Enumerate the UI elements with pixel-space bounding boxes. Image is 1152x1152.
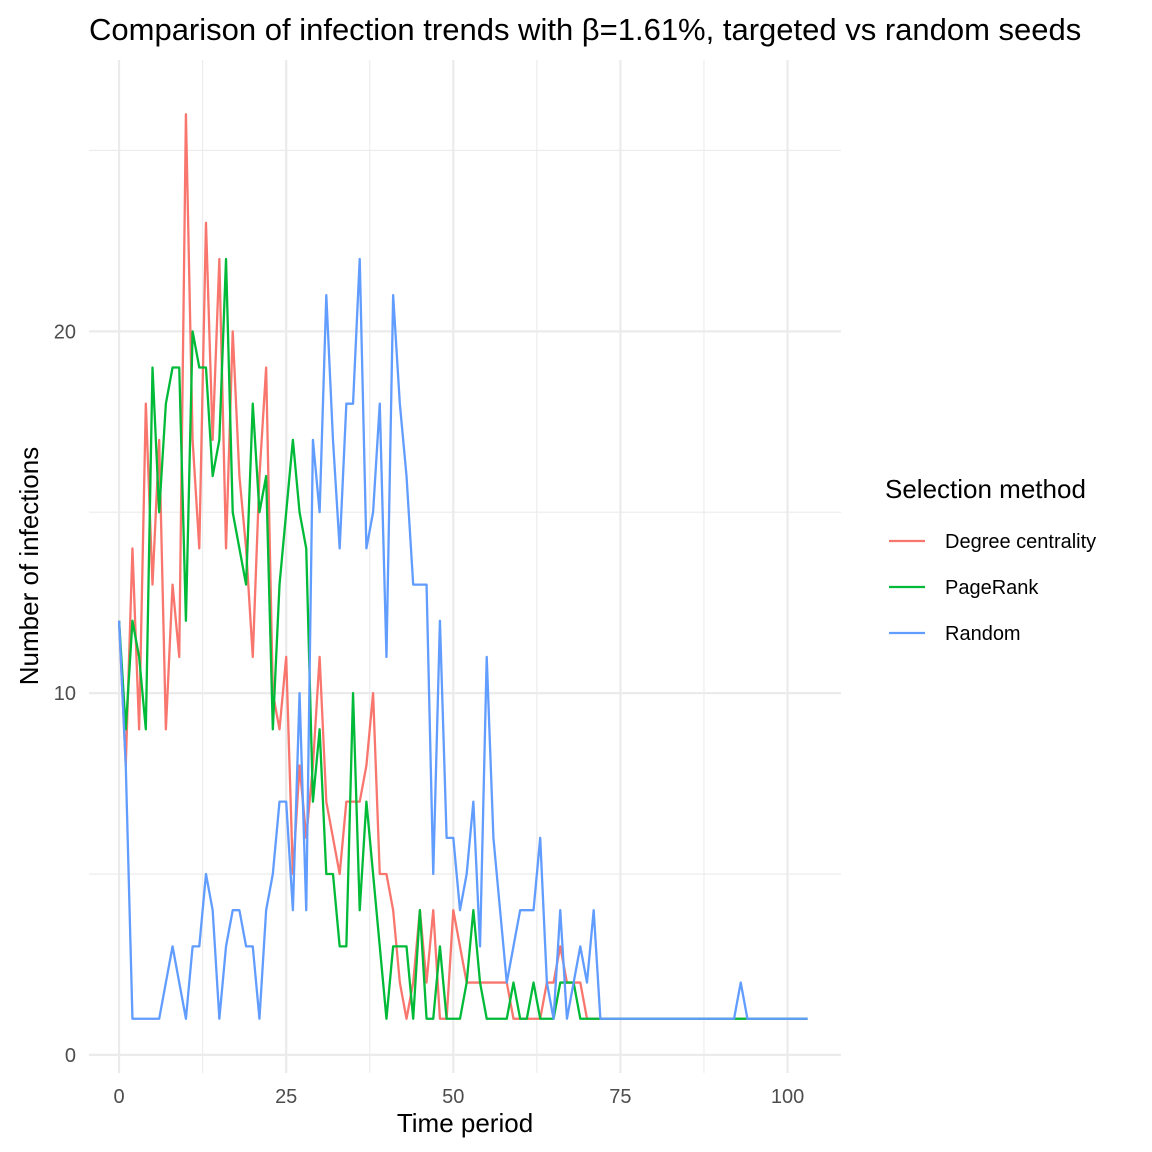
y-axis-ticks: 0 10 20 xyxy=(54,321,76,1067)
series-lines xyxy=(117,113,808,1020)
x-tick-label-3: 75 xyxy=(609,1086,631,1108)
plot-grid xyxy=(89,60,841,1073)
x-tick-label-4: 100 xyxy=(771,1086,804,1108)
series-line-random xyxy=(117,257,808,1020)
legend-label-random: Random xyxy=(945,623,1021,645)
x-tick-label-1: 25 xyxy=(275,1086,297,1108)
x-axis-ticks: 0 25 50 75 100 xyxy=(114,1086,805,1108)
x-tick-label-2: 50 xyxy=(442,1086,464,1108)
y-tick-label-0: 0 xyxy=(65,1045,76,1067)
y-tick-label-1: 10 xyxy=(54,683,76,705)
legend-label-degree-centrality: Degree centrality xyxy=(945,531,1096,553)
legend-label-pagerank: PageRank xyxy=(945,577,1039,599)
chart-title: Comparison of infection trends with β=1.… xyxy=(89,12,1081,47)
x-tick-label-0: 0 xyxy=(114,1086,125,1108)
y-tick-label-2: 20 xyxy=(54,321,76,343)
y-axis-title: Number of infections xyxy=(14,447,44,685)
legend: Selection method Degree centrality PageRa… xyxy=(885,474,1096,645)
x-axis-title: Time period xyxy=(397,1108,533,1138)
legend-title: Selection method xyxy=(885,474,1086,504)
